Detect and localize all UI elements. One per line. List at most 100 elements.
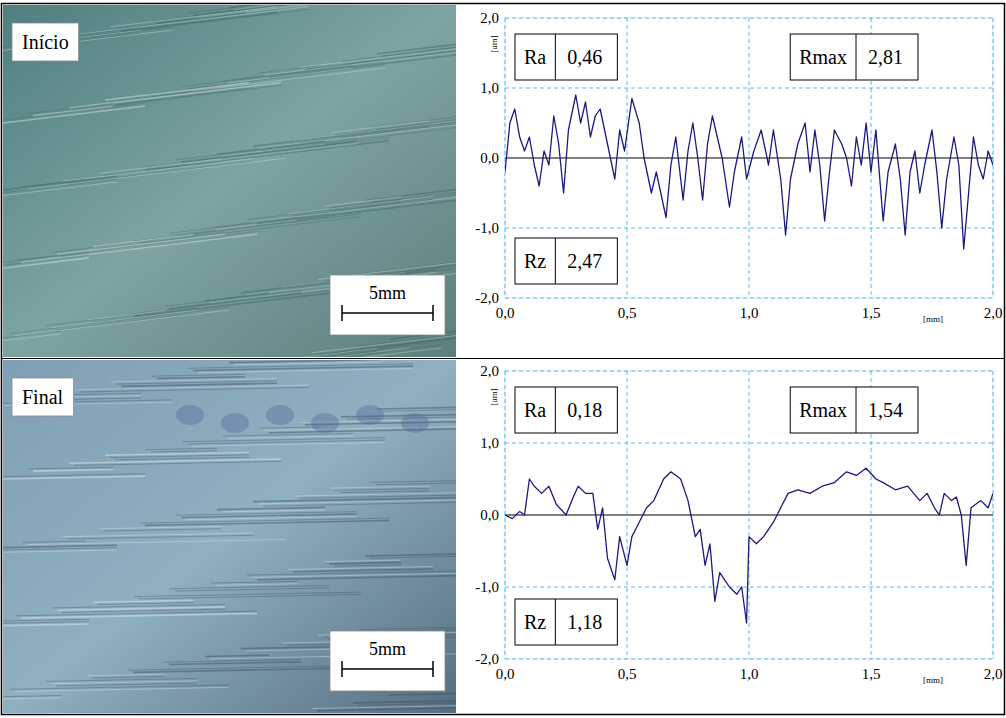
- annotation-label: Rmax: [799, 399, 847, 421]
- photo-streak: [300, 45, 456, 68]
- photo-streak: [228, 436, 353, 439]
- annotation-frame: [790, 387, 918, 433]
- photo-streak: [3, 624, 89, 626]
- photo-streak: [252, 196, 456, 222]
- annotation-frame: [515, 599, 617, 645]
- photo-streak: [134, 592, 361, 597]
- annotation-divider: [555, 34, 556, 80]
- photo-streak: [193, 5, 413, 15]
- photo-streak: [3, 179, 117, 195]
- photo-streak: [182, 438, 385, 442]
- x-tick-label: 2,0: [984, 666, 1003, 682]
- photo-streak: [128, 290, 333, 315]
- photo-streak: [10, 685, 229, 689]
- photo-streak: [263, 123, 456, 151]
- photo-streak: [324, 197, 401, 206]
- chart: -2,0-1,00,01,02,00,00,51,01,52,0[um][mm]…: [475, 10, 1002, 324]
- photo: [0, 339, 625, 718]
- photo-texture: [3, 5, 456, 357]
- annotation-box: Rz2,47: [515, 238, 617, 284]
- photo-streak: [105, 83, 249, 100]
- annotation-divider: [555, 599, 556, 645]
- x-tick-label: 1,5: [862, 666, 881, 682]
- photo-streak: [105, 452, 249, 455]
- y-tick-label: 1,0: [480, 435, 499, 451]
- photo-streak: [3, 106, 145, 124]
- photo-streak: [293, 199, 433, 216]
- photo-streak: [164, 290, 301, 306]
- photo-streak: [104, 162, 221, 176]
- photo-spot: [266, 405, 294, 425]
- photo-streak: [146, 448, 217, 449]
- photo-streak: [253, 117, 456, 146]
- y-tick-label: -1,0: [475, 220, 499, 236]
- photo-streak: [15, 310, 229, 336]
- figure-frame: [2, 4, 1005, 715]
- photo-streak: [98, 603, 193, 605]
- photo-streak: [252, 573, 456, 577]
- annotation-value: 2,81: [868, 46, 903, 68]
- y-axis-label: [um]: [489, 388, 499, 406]
- photo-streak: [257, 576, 456, 580]
- photo-streak: [259, 66, 321, 73]
- photo-streak: [359, 252, 456, 274]
- photo-streak: [176, 138, 357, 160]
- y-tick-label: 2,0: [480, 363, 499, 379]
- photo-streak: [176, 512, 357, 516]
- photo-streak: [199, 345, 441, 357]
- x-tick-label: 0,0: [496, 305, 515, 321]
- photo-streak: [257, 199, 456, 224]
- photo-streak: [27, 539, 285, 544]
- photo-streak: [111, 7, 277, 27]
- annotation-value: 0,46: [567, 46, 602, 68]
- photo-streak: [46, 308, 197, 326]
- y-axis-label: [um]: [489, 35, 499, 53]
- photo-streak: [21, 613, 257, 618]
- photo-streak: [170, 586, 329, 589]
- photo-streak: [228, 68, 353, 83]
- photo-streak: [22, 541, 85, 542]
- y-tick-label: 2,0: [480, 10, 499, 26]
- photo-streak: [92, 677, 165, 678]
- photo-streak: [3, 331, 61, 341]
- photo-streak: [365, 176, 456, 200]
- photo-spot: [401, 413, 429, 433]
- photo-label-box: [12, 378, 74, 416]
- photo-streak: [16, 231, 257, 260]
- photo-streak: [87, 674, 165, 676]
- profile-line: [505, 95, 993, 249]
- photo-streak: [63, 533, 253, 537]
- annotation-box: Rz1,18: [515, 599, 617, 645]
- annotation-box: Ra0,46: [515, 34, 617, 80]
- photo: [0, 0, 625, 415]
- annotation-box: Rmax 2,81: [790, 34, 918, 80]
- photo-streak: [52, 604, 225, 607]
- scale-bar-box: [330, 275, 445, 335]
- x-tick-label: 1,0: [740, 305, 759, 321]
- photo-streak: [222, 510, 325, 512]
- photo-spot: [221, 413, 249, 433]
- photo-streak: [80, 387, 309, 392]
- photo-streak: [15, 687, 229, 691]
- annotation-value: 2,47: [567, 250, 602, 272]
- photo-streak: [51, 310, 197, 328]
- annotation-label: Rmax: [799, 46, 847, 68]
- photo-streak: [3, 176, 117, 192]
- photo-streak: [182, 62, 385, 86]
- photo-streak: [169, 662, 301, 665]
- photo-streak: [216, 584, 297, 586]
- photo-streak: [3, 545, 117, 548]
- photo-label-box: [12, 23, 79, 61]
- photo-streak: [353, 700, 456, 703]
- scale-bar-cap: [341, 661, 343, 677]
- photo-streak: [99, 526, 221, 528]
- photo-streak: [10, 307, 229, 333]
- chart: -2,0-1,00,01,02,00,00,51,01,52,0[um][mm]…: [475, 363, 1002, 685]
- photo-streak: [188, 364, 413, 369]
- x-tick-label: 0,0: [496, 666, 515, 682]
- photo-streak: [3, 619, 89, 621]
- photo-streak: [188, 5, 413, 13]
- photo-streak: [253, 497, 456, 502]
- photo-streak: [3, 550, 117, 553]
- photo-spot: [176, 405, 204, 425]
